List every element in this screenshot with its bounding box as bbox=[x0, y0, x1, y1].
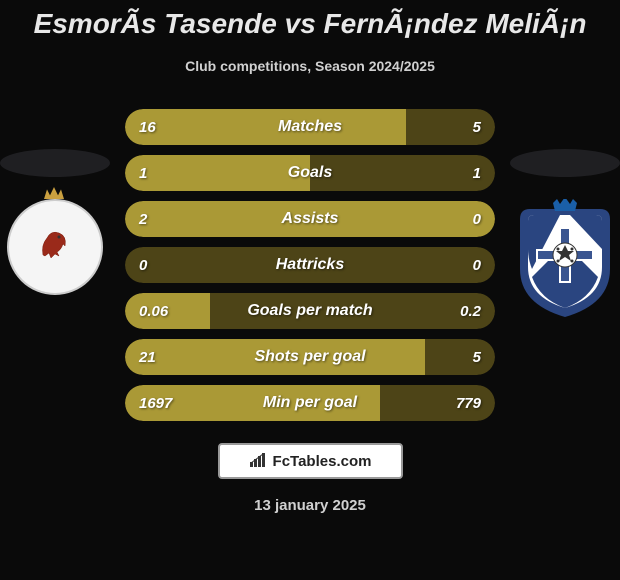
team-right-shield bbox=[510, 199, 620, 319]
stat-right-value: 5 bbox=[473, 349, 481, 366]
stat-row: 0Hattricks0 bbox=[125, 247, 495, 283]
stat-label: Matches bbox=[125, 118, 495, 136]
footer-logo: FcTables.com bbox=[218, 443, 403, 479]
shadow-ellipse-left bbox=[0, 149, 110, 177]
shadow-ellipse-right bbox=[510, 149, 620, 177]
team-left-badge-area bbox=[5, 149, 105, 295]
stat-row: 21Shots per goal5 bbox=[125, 339, 495, 375]
stat-right-value: 0 bbox=[473, 257, 481, 274]
team-right-badge-area bbox=[515, 149, 615, 319]
date: 13 january 2025 bbox=[0, 497, 620, 514]
stat-right-value: 1 bbox=[473, 165, 481, 182]
stat-label: Assists bbox=[125, 210, 495, 228]
comparison-content: 16Matches51Goals12Assists00Hattricks00.0… bbox=[0, 109, 620, 421]
stat-row: 1697Min per goal779 bbox=[125, 385, 495, 421]
stat-label: Goals bbox=[125, 164, 495, 182]
stat-right-value: 0.2 bbox=[460, 303, 481, 320]
stat-right-value: 5 bbox=[473, 119, 481, 136]
stat-right-value: 779 bbox=[456, 395, 481, 412]
stat-row: 1Goals1 bbox=[125, 155, 495, 191]
stat-row: 2Assists0 bbox=[125, 201, 495, 237]
stat-label: Min per goal bbox=[125, 394, 495, 412]
subtitle: Club competitions, Season 2024/2025 bbox=[0, 58, 620, 74]
crown-icon bbox=[44, 187, 66, 205]
stat-right-value: 0 bbox=[473, 211, 481, 228]
stat-label: Hattricks bbox=[125, 256, 495, 274]
stats-container: 16Matches51Goals12Assists00Hattricks00.0… bbox=[125, 109, 495, 421]
chart-icon bbox=[249, 453, 267, 470]
stat-label: Goals per match bbox=[125, 302, 495, 320]
footer-logo-text: FcTables.com bbox=[273, 453, 372, 470]
stat-row: 16Matches5 bbox=[125, 109, 495, 145]
lion-icon bbox=[33, 220, 77, 274]
stat-label: Shots per goal bbox=[125, 348, 495, 366]
team-left-shield bbox=[7, 199, 103, 295]
page-title: EsmorÃ­s Tasende vs FernÃ¡ndez MeliÃ¡n bbox=[0, 0, 620, 40]
stat-row: 0.06Goals per match0.2 bbox=[125, 293, 495, 329]
